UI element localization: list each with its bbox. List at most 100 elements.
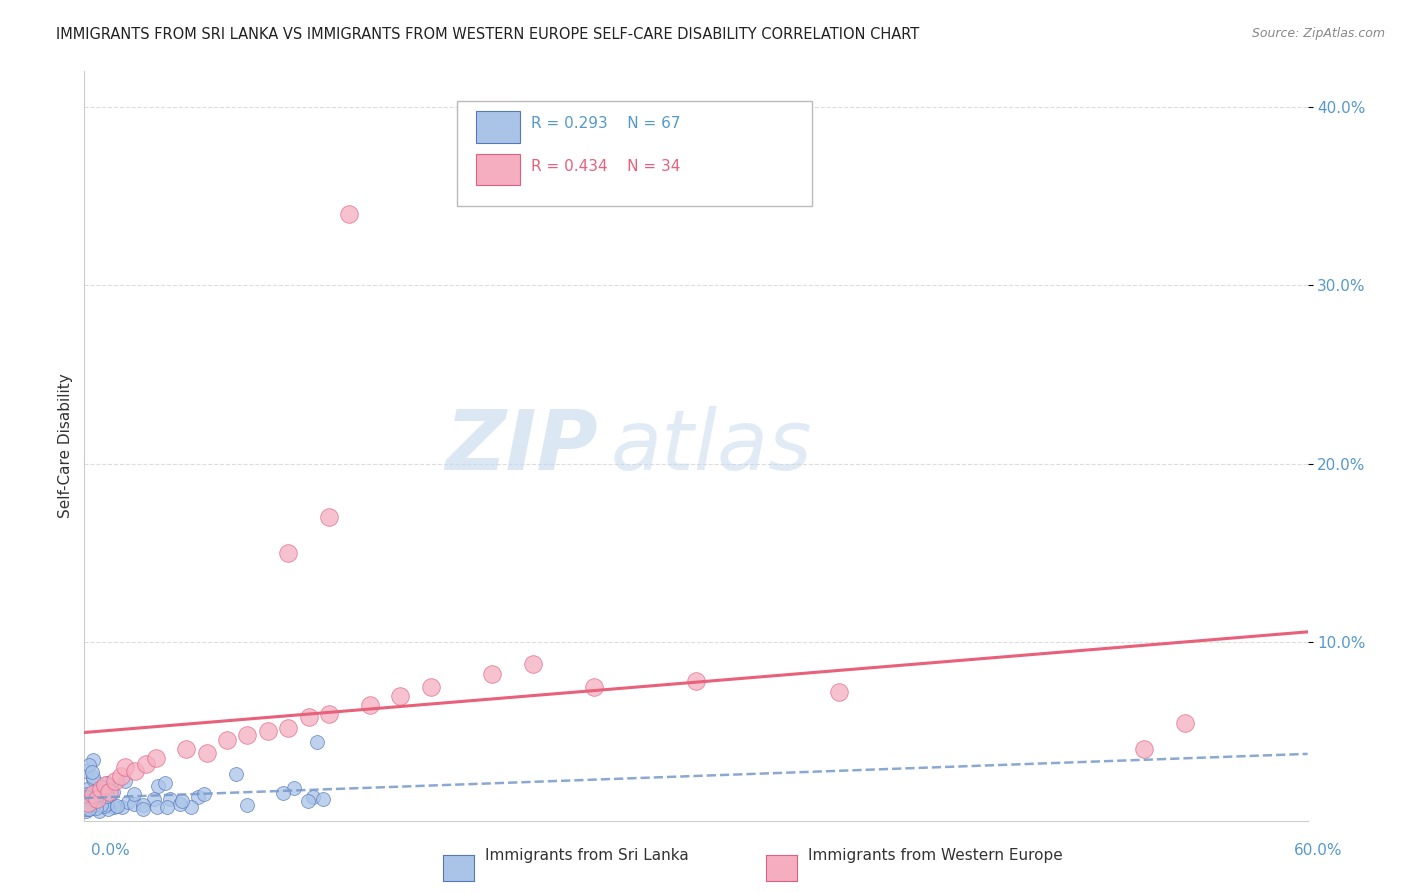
- Point: [420, 680, 443, 694]
- Y-axis label: Self-Care Disability: Self-Care Disability: [58, 374, 73, 518]
- Point: [77, 802, 100, 816]
- Point: [93, 798, 115, 813]
- Point: [277, 546, 299, 560]
- Point: [104, 774, 127, 789]
- Point: [87, 793, 110, 807]
- Point: [174, 742, 197, 756]
- Text: R = 0.434    N = 34: R = 0.434 N = 34: [531, 159, 681, 174]
- Point: [236, 728, 259, 742]
- Point: [257, 724, 280, 739]
- Point: [1174, 715, 1197, 730]
- Point: [79, 780, 101, 795]
- Text: 60.0%: 60.0%: [1295, 843, 1343, 858]
- Point: [114, 773, 136, 788]
- Point: [101, 785, 124, 799]
- Point: [75, 790, 97, 805]
- Text: atlas: atlas: [610, 406, 813, 486]
- Point: [389, 689, 412, 703]
- Point: [96, 802, 118, 816]
- Point: [277, 721, 299, 735]
- Point: [236, 797, 259, 812]
- Point: [193, 787, 215, 801]
- Point: [90, 781, 112, 796]
- Point: [75, 798, 97, 813]
- Point: [96, 789, 118, 803]
- Point: [75, 764, 97, 778]
- Point: [146, 779, 169, 793]
- Point: [93, 778, 115, 792]
- FancyBboxPatch shape: [475, 112, 520, 143]
- Point: [76, 801, 98, 815]
- Point: [132, 802, 155, 816]
- Text: R = 0.293    N = 67: R = 0.293 N = 67: [531, 116, 681, 131]
- Point: [96, 797, 118, 812]
- Point: [318, 706, 340, 721]
- Point: [195, 746, 218, 760]
- Point: [828, 685, 851, 699]
- Point: [169, 797, 191, 811]
- Point: [124, 797, 146, 812]
- Point: [111, 799, 134, 814]
- Point: [180, 800, 202, 814]
- Point: [82, 787, 104, 801]
- Point: [110, 769, 132, 783]
- Point: [96, 775, 118, 789]
- Point: [105, 798, 128, 813]
- FancyBboxPatch shape: [475, 153, 520, 186]
- Point: [318, 510, 340, 524]
- Point: [359, 698, 381, 712]
- Point: [90, 797, 112, 812]
- Point: [145, 751, 167, 765]
- Point: [77, 795, 100, 809]
- Point: [97, 785, 120, 799]
- Point: [91, 783, 114, 797]
- Point: [283, 780, 305, 795]
- Point: [84, 800, 107, 814]
- Point: [77, 790, 100, 805]
- Point: [76, 787, 98, 801]
- Point: [142, 792, 165, 806]
- Point: [89, 788, 111, 802]
- Point: [583, 680, 606, 694]
- Point: [522, 657, 544, 671]
- Point: [84, 794, 107, 808]
- Point: [91, 780, 114, 794]
- Point: [159, 791, 181, 805]
- Point: [132, 797, 155, 812]
- Point: [302, 790, 325, 805]
- Point: [79, 791, 101, 805]
- Point: [79, 800, 101, 814]
- Point: [96, 793, 118, 807]
- Text: Immigrants from Sri Lanka: Immigrants from Sri Lanka: [485, 848, 689, 863]
- Point: [1133, 742, 1156, 756]
- Point: [77, 796, 100, 810]
- Point: [82, 797, 104, 811]
- Point: [225, 767, 247, 781]
- Point: [91, 789, 114, 804]
- Point: [298, 710, 321, 724]
- Point: [685, 674, 707, 689]
- Point: [82, 770, 104, 784]
- Point: [153, 776, 176, 790]
- Point: [100, 780, 122, 794]
- Point: [305, 735, 328, 749]
- Text: Source: ZipAtlas.com: Source: ZipAtlas.com: [1251, 27, 1385, 40]
- Point: [312, 792, 335, 806]
- Point: [135, 756, 157, 771]
- Point: [124, 764, 146, 778]
- Point: [77, 757, 100, 772]
- Point: [146, 799, 169, 814]
- Point: [82, 798, 104, 813]
- Point: [187, 790, 209, 805]
- Point: [77, 802, 100, 816]
- Point: [339, 207, 361, 221]
- Point: [271, 786, 294, 800]
- Point: [297, 794, 319, 808]
- Point: [75, 802, 97, 816]
- Point: [172, 794, 194, 808]
- Point: [80, 765, 103, 780]
- Point: [79, 800, 101, 814]
- Point: [82, 772, 104, 786]
- Text: IMMIGRANTS FROM SRI LANKA VS IMMIGRANTS FROM WESTERN EUROPE SELF-CARE DISABILITY: IMMIGRANTS FROM SRI LANKA VS IMMIGRANTS …: [56, 27, 920, 42]
- Text: ZIP: ZIP: [446, 406, 598, 486]
